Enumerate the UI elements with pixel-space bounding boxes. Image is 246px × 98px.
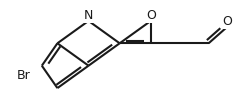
- Text: Br: Br: [17, 69, 31, 82]
- Text: N: N: [84, 9, 93, 22]
- Text: O: O: [146, 9, 156, 22]
- Text: O: O: [223, 15, 232, 28]
